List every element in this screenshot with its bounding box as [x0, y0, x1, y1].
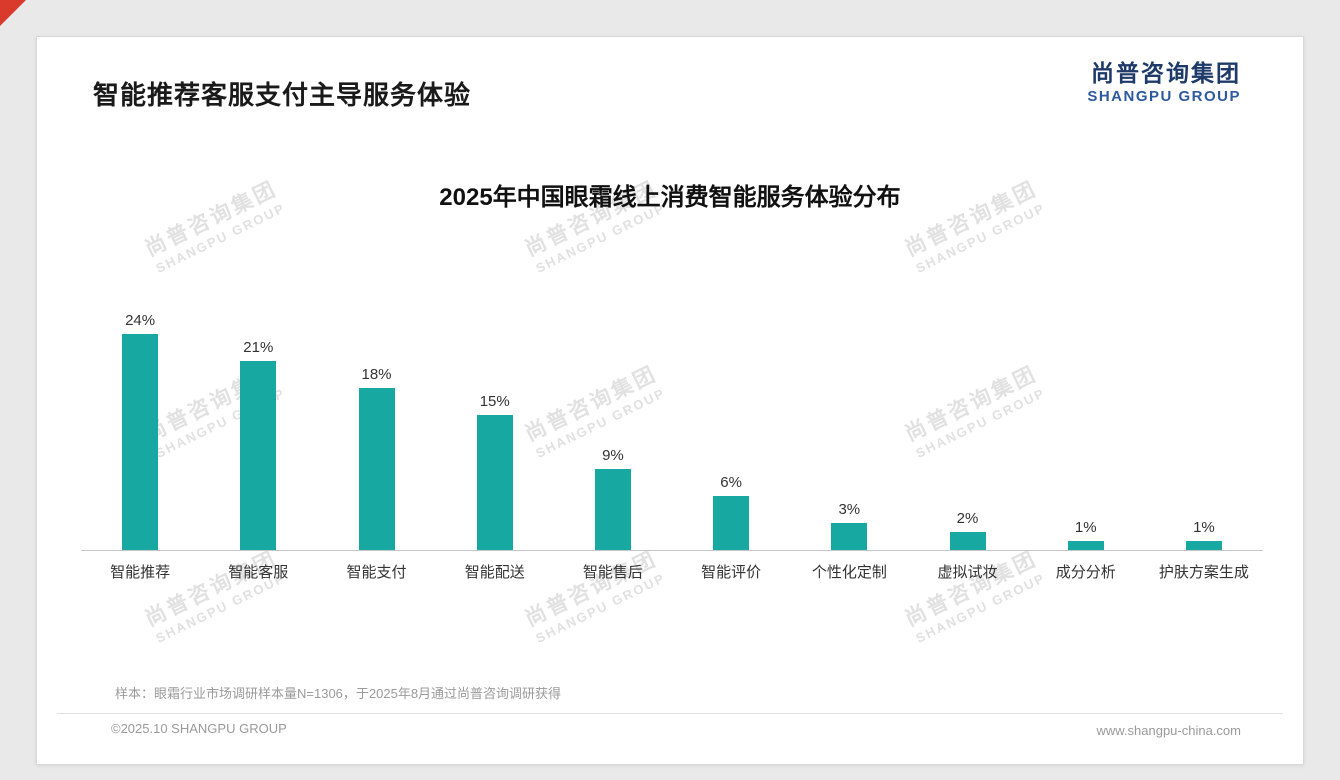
category-label: 个性化定制 [811, 564, 887, 581]
bar-value-label: 1% [1193, 519, 1215, 536]
chart-column: 24% [81, 295, 199, 550]
bar [1067, 541, 1104, 550]
page-title: 智能推荐客服支付主导服务体验 [93, 80, 472, 110]
watermark-text: 尚普咨询集团 SHANGPU GROUP [899, 543, 1048, 647]
category-label: 智能支付 [346, 564, 407, 581]
bar [122, 334, 159, 550]
bar [831, 523, 868, 550]
footer-divider [57, 713, 1283, 714]
bar-value-label: 2% [956, 510, 979, 527]
bar [713, 496, 750, 550]
x-axis-line [81, 550, 1263, 551]
bar [358, 388, 395, 550]
category-label: 智能客服 [228, 564, 289, 581]
watermark-text: 尚普咨询集团 SHANGPU GROUP [519, 543, 668, 647]
chart-column: 18% [317, 295, 435, 550]
bar-value-label: 9% [602, 447, 624, 464]
category-label: 虚拟试妆 [937, 564, 998, 581]
category-label: 智能配送 [464, 564, 525, 581]
bar-value-label: 1% [1074, 519, 1097, 536]
bar [476, 415, 513, 550]
bar-value-label: 3% [838, 501, 861, 518]
watermark-line-cn: 尚普咨询集团 [141, 547, 282, 632]
bar-chart-labels: 智能推荐 智能客服 智能支付 智能配送 智能售后 智能评价 个性化定制 虚拟试妆 成分分析 护肤方… [81, 561, 1263, 582]
bar-value-label: 15% [479, 393, 510, 410]
chart-column: 21% [199, 295, 317, 550]
bar [240, 361, 277, 550]
chart-column: 2% [908, 295, 1026, 550]
bar-chart-columns: 24% 21% 18% 15% 9% 6% 3% 2% 1% 1% [81, 295, 1263, 550]
sample-note: 样本：眼霜行业市场调研样本量N=1306，于2025年8月通过尚普咨询调研获得 [115, 686, 562, 701]
bar-value-label: 6% [720, 474, 742, 491]
bar-value-label: 24% [125, 312, 156, 329]
bar [1185, 541, 1222, 550]
corner-accent-triangle [0, 0, 26, 26]
chart-column: 15% [436, 295, 554, 550]
chart-column: 3% [790, 295, 908, 550]
logo-english-text: SHANGPU GROUP [1087, 87, 1241, 105]
category-label: 智能评价 [701, 564, 762, 581]
slide-card: 智能推荐客服支付主导服务体验 尚普咨询集团 SHANGPU GROUP 尚普咨询… [36, 36, 1304, 765]
bar [949, 532, 986, 550]
chart-column: 1% [1027, 295, 1145, 550]
logo-chinese-text: 尚普咨询集团 [1091, 60, 1241, 86]
bar-value-label: 21% [243, 339, 274, 356]
category-label: 护肤方案生成 [1158, 564, 1249, 581]
footer-copyright: ©2025.10 SHANGPU GROUP [111, 721, 287, 736]
bar-value-label: 18% [361, 366, 392, 383]
footer-website: www.shangpu-china.com [1096, 723, 1241, 738]
category-label: 智能售后 [582, 564, 643, 581]
watermark-line-cn: 尚普咨询集团 [521, 547, 662, 632]
company-logo: 尚普咨询集团 SHANGPU GROUP [1087, 59, 1241, 107]
chart-column: 1% [1145, 295, 1263, 550]
chart-column: 9% [554, 295, 672, 550]
watermark-text: 尚普咨询集团 SHANGPU GROUP [139, 543, 288, 647]
bar [594, 469, 631, 550]
watermark-line-cn: 尚普咨询集团 [901, 547, 1042, 632]
category-label: 成分分析 [1055, 564, 1116, 581]
chart-column: 6% [672, 295, 790, 550]
category-label: 智能推荐 [110, 564, 171, 581]
chart-title: 2025年中国眼霜线上消费智能服务体验分布 [439, 184, 901, 211]
